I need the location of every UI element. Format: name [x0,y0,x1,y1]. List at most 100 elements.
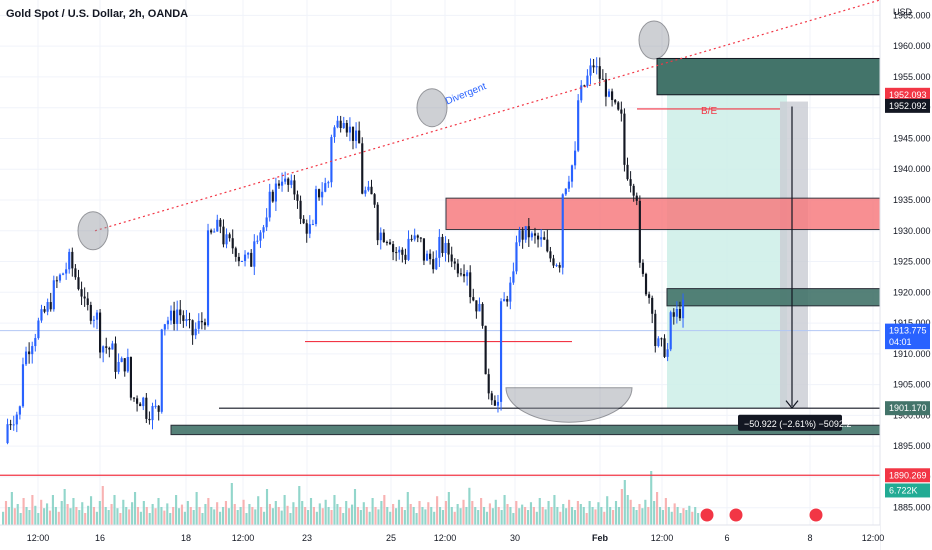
candle-body [481,303,484,326]
volume-bar [230,483,233,525]
candle-body [472,297,475,301]
candle-body [28,351,31,355]
price-axis[interactable]: USD1885.0001890.0001895.0001900.0001905.… [879,0,932,550]
candle-body [370,186,373,195]
event-flag-icon [728,507,744,523]
volume-bar [353,489,357,525]
volume-bar [142,501,145,525]
time-axis[interactable]: 12:00 16 18 12:00 23 25 12:00 30 Feb 12:00 6 8 12:00 [0,524,884,550]
volume-bar [131,502,134,525]
volume-bar [418,501,421,525]
volume-bar [438,507,442,525]
price-tag-label: 1952.092 [889,101,927,111]
candle-body [203,322,207,326]
candle-body [89,304,92,321]
candle-body [9,424,12,426]
volume-bar [19,513,22,525]
volume-bar [119,513,122,525]
price-tag-label: 1952.093 [889,90,927,100]
candle-body [160,329,163,412]
volume-bar [488,503,491,525]
candle-body [669,312,672,350]
price-tag [885,87,930,102]
candle-body [95,312,99,320]
volume-bar [626,495,629,525]
volume-bar [54,507,57,525]
x-tick-label: 30 [510,533,520,543]
volume-bar [524,507,527,525]
candle-body [277,183,281,186]
volume-bar [559,511,562,525]
candle-body [666,349,669,357]
candle-body [555,265,558,267]
volume-bar [441,510,445,525]
volume-bar [87,505,90,525]
volume-bar [474,507,477,525]
volume-bar [685,510,688,525]
y-tick-label: 1900.000 [893,410,931,420]
candle-body [222,226,225,245]
volume-bar [433,511,436,525]
price-tag-label: 04:01 [889,337,912,347]
candle-body [126,356,129,372]
candle-body [589,65,592,76]
x-tick-label: Feb [592,533,609,543]
volume-bar [213,509,216,525]
candle-body [518,230,521,243]
candle-body [651,297,654,314]
candle-body [225,234,228,245]
candle-body [253,241,256,267]
candle-body [169,310,173,321]
candle-body [499,301,503,402]
candle-body [432,259,435,270]
volume-bar [260,507,263,525]
volume-bar [653,501,656,525]
candle-body [361,143,364,194]
x-tick-label: 25 [386,533,396,543]
candle-body [18,406,21,415]
volume-bar [345,501,348,525]
candle-body [592,65,595,68]
volume-bar [301,501,304,525]
volume-bar [597,502,600,525]
candle-body [37,320,40,339]
candle-body [376,204,379,241]
candle-body [570,165,574,182]
volume-bar [207,498,210,525]
candle-body [364,190,367,194]
volume-bar [318,503,321,525]
candle-body [617,102,620,110]
candle-body [6,424,9,444]
y-tick-label: 1915.000 [893,318,931,328]
candle-body [546,239,549,252]
support-zone [666,288,886,307]
candle-body [401,249,404,255]
volume-bar [664,498,667,525]
volume-bar [342,513,345,525]
volume-bar [471,501,474,525]
volume-bar [40,499,43,525]
candle-body [444,242,447,254]
volume-bar [447,492,450,525]
candle-body [271,191,274,202]
candle-body [422,238,426,261]
measure-area [780,101,808,409]
candle-body [234,248,237,257]
volume-bar [254,509,257,525]
volume-bar [292,502,295,525]
volume-bar [383,495,386,525]
candle-body [496,401,500,406]
volume-bar [694,507,697,525]
volume-bar [550,507,553,525]
price-tag [885,468,930,483]
volume-bar [330,510,333,525]
volume-bar [588,501,591,525]
volume-bar [224,501,228,525]
price-tag [885,483,930,498]
volume-bar [154,508,157,525]
candle-body [487,374,490,394]
candle-body [635,195,638,201]
candle-body [533,233,537,236]
